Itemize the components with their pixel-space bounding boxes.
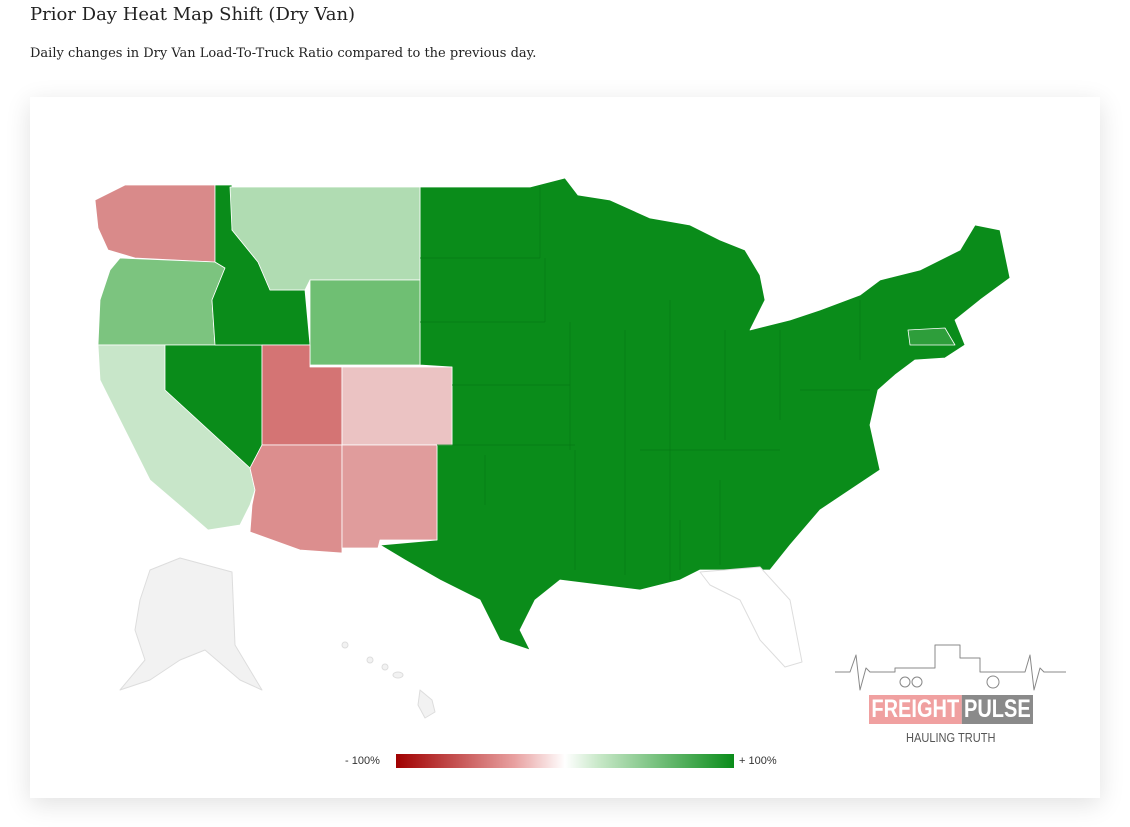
state-az[interactable] [249,444,343,554]
logo-tagline: HAULING TRUTH [906,730,996,745]
state-fl[interactable] [699,566,803,668]
state-or[interactable] [97,257,226,346]
state-east[interactable] [379,177,1011,651]
state-co[interactable] [341,366,453,446]
legend-min-label: - 100% [345,755,380,767]
freightpulse-logo: FREIGHT PULSE [869,695,1034,724]
legend-gradient-bar [396,754,734,768]
state-wa[interactable] [94,184,216,263]
state-borders [420,187,870,580]
logo-pulse-truck [835,644,1066,691]
state-nm[interactable] [341,444,438,549]
legend-max-label: + 100% [739,755,777,767]
page-title: Prior Day Heat Map Shift (Dry Van) [30,4,356,25]
state-ma[interactable] [907,327,956,346]
state-ak[interactable] [119,557,263,691]
state-hi[interactable] [341,641,436,719]
page-subtitle: Daily changes in Dry Van Load-To-Truck R… [30,46,537,61]
state-wy[interactable] [309,279,421,366]
state-mt[interactable] [229,186,421,291]
logo-word-freight: FREIGHT [869,695,962,724]
logo-word-pulse: PULSE [961,695,1034,724]
